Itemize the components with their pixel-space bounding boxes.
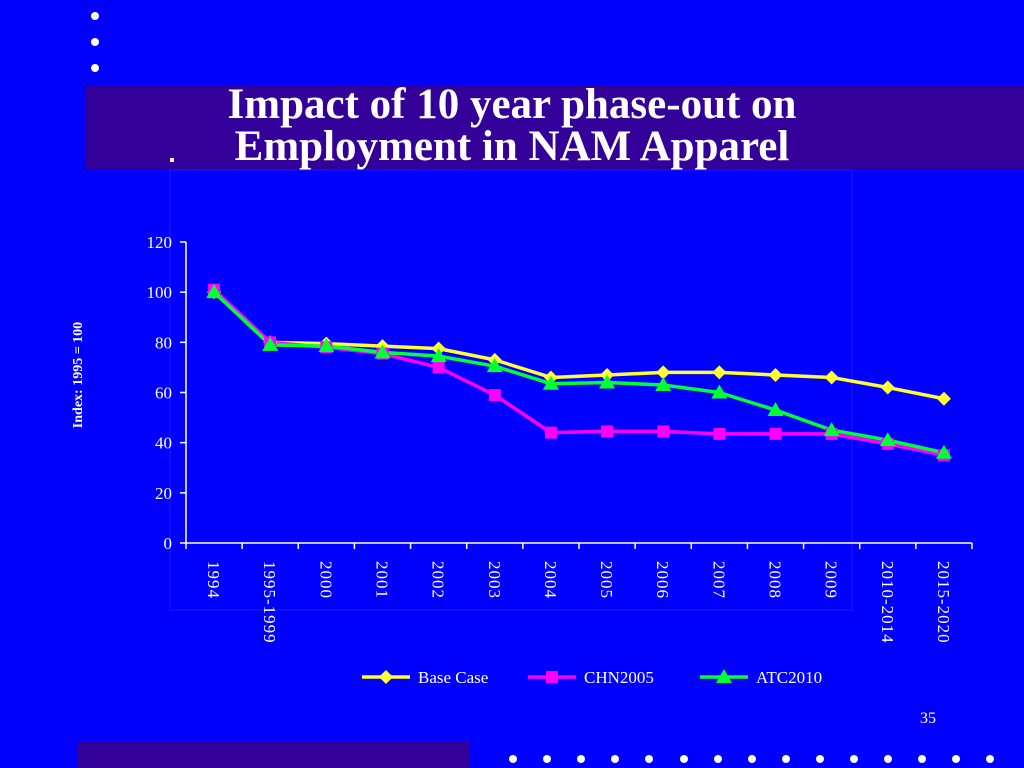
legend-label-base-case: Base Case	[418, 668, 488, 687]
x-tick-label: 1995-1999	[260, 561, 279, 644]
data-point-chn2005	[488, 389, 501, 402]
x-tick-label: 2000	[316, 561, 335, 599]
data-point-base-case	[824, 370, 839, 385]
x-tick-label: 2003	[485, 561, 504, 599]
chart-frame	[169, 169, 853, 611]
decor-dot	[91, 64, 99, 72]
slide-title-line-1: Impact of 10 year phase-out on	[227, 81, 797, 128]
legend-label-chn2005: CHN2005	[584, 668, 654, 687]
decor-dot	[91, 38, 99, 46]
data-point-atc2010	[430, 348, 447, 363]
data-point-atc2010	[599, 374, 616, 389]
legend-marker-base-case	[379, 670, 393, 684]
data-point-atc2010	[823, 422, 840, 437]
data-point-chn2005	[601, 425, 614, 438]
data-point-base-case	[880, 380, 895, 395]
x-tick-label: 2015-2020	[934, 561, 953, 644]
y-axis-title: Index: 1995 = 100	[71, 322, 86, 428]
page-number: 35	[920, 710, 936, 727]
data-point-base-case	[768, 367, 783, 382]
slide-title: Impact of 10 year phase-out on Employmen…	[86, 81, 938, 170]
data-point-atc2010	[318, 338, 335, 353]
data-point-atc2010	[767, 402, 784, 417]
data-point-chn2005	[432, 361, 445, 374]
decor-dot	[577, 755, 585, 763]
data-point-base-case	[712, 365, 727, 380]
y-tick-label: 120	[147, 233, 173, 252]
decor-dot	[611, 755, 619, 763]
y-tick-label: 60	[155, 384, 172, 403]
data-point-atc2010	[542, 375, 559, 390]
decor-dot	[748, 755, 756, 763]
decor-dot	[645, 755, 653, 763]
legend-marker-atc2010	[716, 669, 732, 683]
data-point-chn2005	[769, 427, 782, 440]
data-point-atc2010	[655, 376, 672, 391]
decor-dot	[714, 755, 722, 763]
series-line-base-case	[212, 290, 945, 401]
decor-dot	[986, 755, 994, 763]
decor-small-dot	[170, 158, 174, 162]
data-point-atc2010	[711, 384, 728, 399]
footer-band	[78, 742, 470, 768]
decor-dot	[543, 755, 551, 763]
y-tick-label: 100	[147, 283, 173, 302]
decor-dot	[509, 755, 517, 763]
data-point-base-case	[936, 391, 951, 406]
legend-marker-chn2005	[546, 671, 558, 683]
decor-dot	[782, 755, 790, 763]
data-point-atc2010	[486, 358, 503, 373]
decor-dot	[884, 755, 892, 763]
x-tick-label: 2008	[766, 561, 785, 599]
x-tick-label: 2006	[653, 561, 672, 599]
decor-dot	[952, 755, 960, 763]
y-tick-label: 80	[155, 333, 172, 352]
slide-title-line-2: Employment in NAM Apparel	[234, 123, 790, 170]
decor-dot	[680, 755, 688, 763]
x-tick-label: 2004	[541, 561, 560, 599]
data-point-chn2005	[713, 427, 726, 440]
decor-dot	[918, 755, 926, 763]
data-point-atc2010	[879, 432, 896, 447]
title-band	[86, 86, 1024, 170]
x-tick-label: 2002	[429, 561, 448, 599]
x-tick-label: 2005	[597, 561, 616, 599]
y-tick-label: 40	[155, 434, 172, 453]
data-point-atc2010	[262, 336, 279, 351]
data-point-chn2005	[544, 426, 557, 439]
x-tick-label: 2009	[822, 561, 841, 599]
data-point-atc2010	[935, 444, 952, 459]
data-point-atc2010	[206, 284, 223, 299]
x-tick-label: 2010-2014	[878, 561, 897, 644]
decor-dot	[91, 12, 99, 20]
x-tick-label: 1994	[204, 561, 223, 599]
series-line-atc2010	[212, 290, 945, 455]
y-tick-label: 0	[164, 534, 173, 553]
decor-dot	[850, 755, 858, 763]
decor-dot	[816, 755, 824, 763]
data-point-chn2005	[657, 425, 670, 438]
legend-label-atc2010: ATC2010	[756, 668, 822, 687]
y-tick-label: 20	[155, 484, 172, 503]
x-tick-label: 2007	[709, 561, 728, 599]
data-point-base-case	[656, 365, 671, 380]
x-tick-label: 2001	[373, 561, 392, 599]
data-point-atc2010	[374, 344, 391, 359]
